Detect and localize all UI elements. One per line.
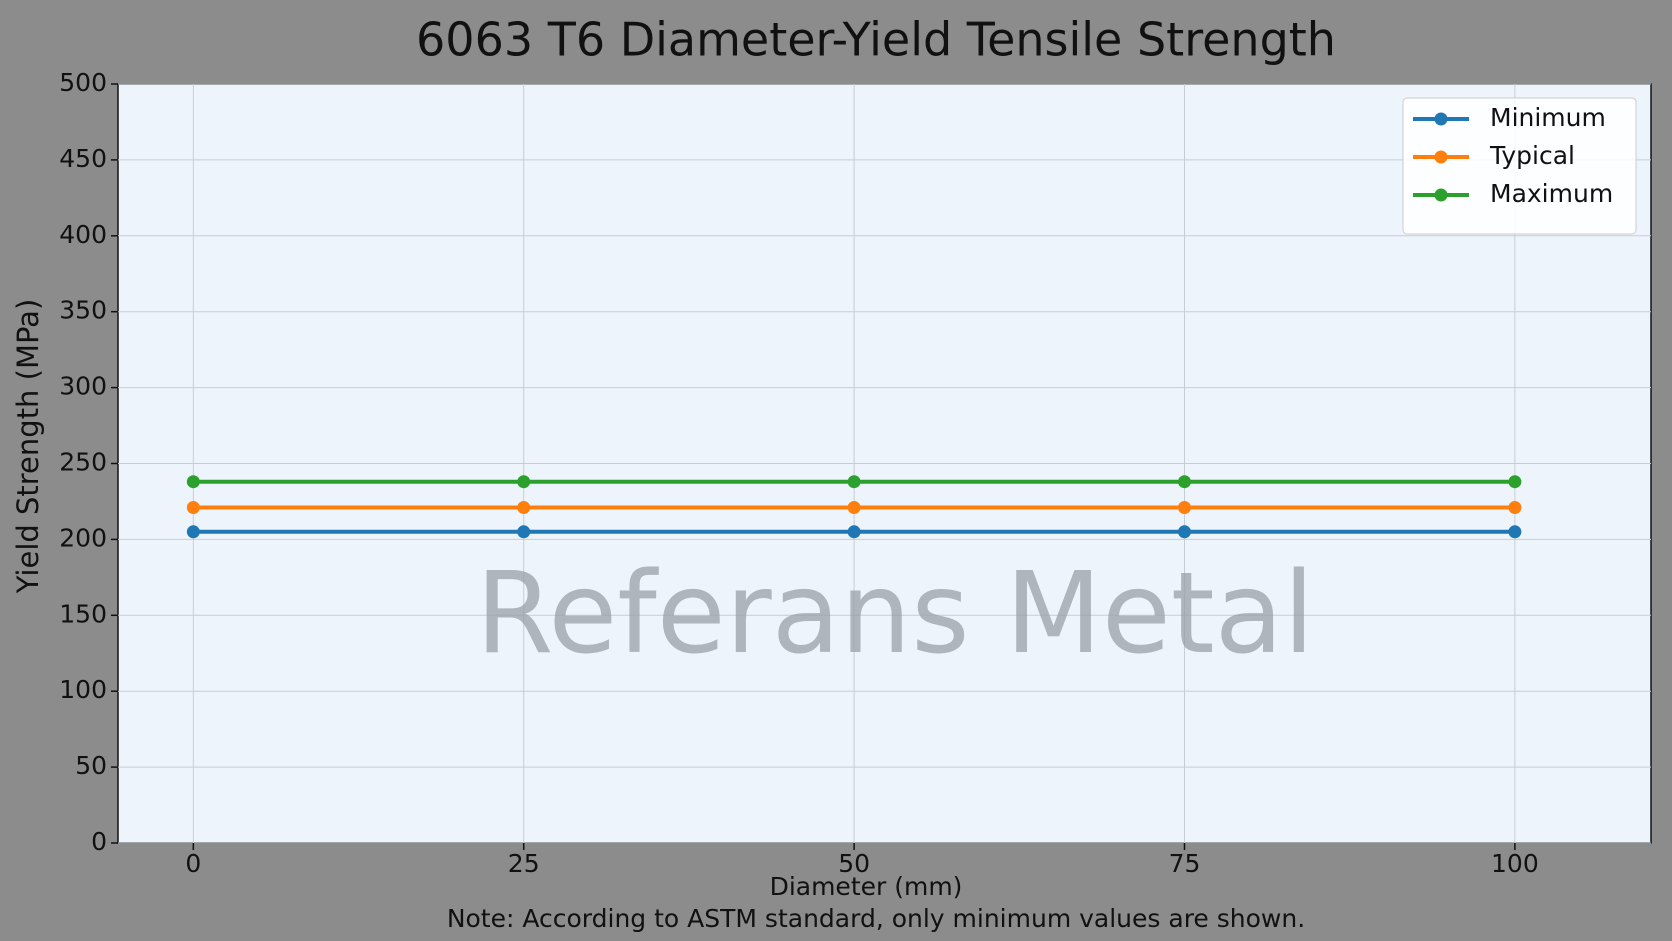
x-tick-label: 25	[508, 849, 540, 878]
legend-label: Maximum	[1490, 179, 1613, 208]
data-point	[1177, 525, 1191, 539]
y-tick-label: 500	[59, 68, 107, 97]
x-tick-label: 50	[838, 849, 870, 878]
y-tick-label: 0	[91, 827, 107, 856]
y-tick-label: 100	[59, 675, 107, 704]
y-tick-label: 200	[59, 523, 107, 552]
data-point	[517, 525, 531, 539]
data-point	[1508, 475, 1522, 489]
data-point	[847, 475, 861, 489]
data-point	[517, 475, 531, 489]
data-point	[847, 501, 861, 515]
y-tick-label: 250	[59, 448, 107, 477]
data-point	[517, 501, 531, 515]
y-axis-label: Yield Strength (MPa)	[11, 299, 45, 595]
note: Note: According to ASTM standard, only m…	[447, 904, 1305, 933]
chart-title: 6063 T6 Diameter-Yield Tensile Strength	[416, 13, 1336, 67]
x-axis-label: Diameter (mm)	[770, 872, 963, 901]
y-tick-label: 350	[59, 296, 107, 325]
y-tick-label: 450	[59, 144, 107, 173]
x-tick-label: 75	[1169, 849, 1201, 878]
watermark: Referans Metal	[476, 549, 1315, 679]
data-point	[186, 501, 200, 515]
data-point	[186, 525, 200, 539]
legend-box	[1402, 97, 1637, 235]
legend-label: Typical	[1489, 141, 1575, 170]
legend-marker	[1434, 188, 1448, 202]
y-tick-label: 400	[59, 220, 107, 249]
data-point	[1177, 501, 1191, 515]
legend-marker	[1434, 112, 1448, 126]
x-tick-label: 100	[1491, 849, 1539, 878]
legend-marker	[1434, 150, 1448, 164]
data-point	[847, 525, 861, 539]
data-point	[1508, 501, 1522, 515]
y-tick-label: 150	[59, 599, 107, 628]
y-tick-label: 300	[59, 372, 107, 401]
y-tick-label: 50	[75, 751, 107, 780]
x-tick-label: 0	[185, 849, 201, 878]
data-point	[1508, 525, 1522, 539]
legend-label: Minimum	[1490, 103, 1606, 132]
data-point	[1177, 475, 1191, 489]
data-point	[186, 475, 200, 489]
